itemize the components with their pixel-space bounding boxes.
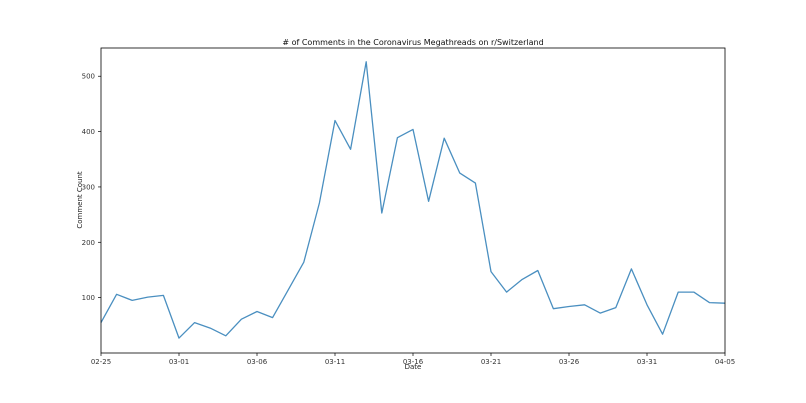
series-line-comment-count [100, 61, 726, 339]
x-tick-label: 02-25 [91, 358, 111, 366]
x-tick-label: 03-06 [247, 358, 268, 366]
x-tick-label: 03-01 [169, 358, 189, 366]
y-tick-label: 500 [82, 73, 95, 81]
x-axis-label: Date [405, 363, 422, 371]
x-tick-label: 03-21 [481, 358, 501, 366]
x-tick-label: 04-05 [715, 358, 735, 366]
x-tick-label: 03-31 [637, 358, 657, 366]
x-axis: 02-25 03-01 03-06 03-11 03-16 03-21 03-26 03-31… [91, 353, 735, 366]
y-tick-label: 100 [82, 294, 95, 302]
x-tick-label: 03-11 [325, 358, 345, 366]
y-tick-label: 200 [82, 239, 95, 247]
y-tick-label: 300 [82, 183, 95, 191]
y-tick-label: 400 [82, 128, 95, 136]
chart-title: # of Comments in the Coronavirus Megathr… [282, 38, 543, 47]
y-axis: 100 200 300 400 500 [82, 73, 101, 302]
x-tick-label: 03-26 [559, 358, 580, 366]
x-tick-label: 03-16 [403, 358, 424, 366]
y-axis-label: Comment Count [76, 171, 84, 229]
plot-frame [100, 47, 726, 354]
